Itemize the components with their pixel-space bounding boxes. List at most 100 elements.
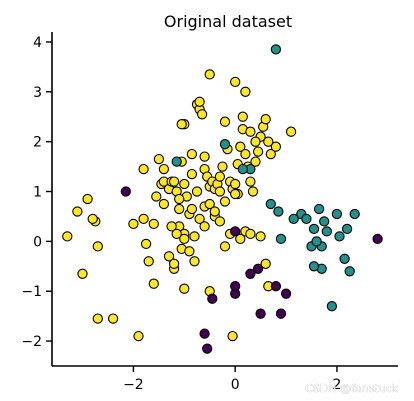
data-point [62,231,73,242]
data-point [179,233,190,245]
data-point [138,213,149,225]
data-point [176,119,187,130]
data-point [204,69,215,80]
data-point [321,226,332,237]
data-point [219,116,231,127]
data-point [179,178,190,190]
data-point [214,186,226,197]
x-tick-label: 0 [231,377,240,393]
data-point [72,206,83,217]
data-points [62,44,383,354]
data-point [186,168,198,180]
data-point [230,281,241,292]
data-point [199,151,210,162]
data-point [92,241,103,252]
data-point [158,198,170,210]
y-tick-label: 0 [33,234,42,250]
data-point [219,196,231,207]
data-point [174,193,185,205]
data-point [230,226,241,237]
data-point [252,263,264,274]
data-point [179,283,190,294]
data-point [260,258,271,269]
data-point [184,246,195,257]
data-point [186,203,198,215]
data-point [334,231,345,242]
data-point [191,186,203,197]
data-point [235,233,246,245]
data-point [349,208,360,220]
data-point [311,236,322,247]
data-point [245,228,256,240]
data-point [260,114,271,125]
data-point [250,156,261,167]
data-point [273,206,284,217]
data-point [270,281,282,292]
data-point [219,139,231,150]
axes [51,32,398,367]
data-point [245,268,256,279]
data-point [143,256,154,267]
data-point [270,44,282,55]
data-point [301,213,312,225]
data-point [166,221,177,232]
data-point [275,308,287,319]
data-point [171,156,182,167]
data-point [194,96,205,107]
data-point [189,256,200,267]
data-point [128,218,139,230]
data-point [308,261,320,272]
data-point [237,163,248,175]
data-point [219,241,231,252]
data-point [280,288,292,299]
data-point [163,251,175,262]
data-point [199,328,210,339]
data-point [194,213,205,225]
data-point [209,206,220,217]
data-point [240,86,251,97]
data-point [214,216,226,227]
data-point [138,163,149,175]
data-point [189,231,200,242]
y-tick-label: −2 [21,334,42,350]
data-point [120,186,131,197]
data-point [237,111,248,122]
data-point [87,213,98,225]
data-point [168,176,180,187]
data-point [250,136,261,147]
data-point [331,208,343,220]
data-point [245,126,256,137]
data-point [196,109,208,120]
data-point [171,228,182,240]
data-point [148,278,159,289]
data-point [82,193,93,205]
data-point [77,268,88,279]
data-point [204,198,215,210]
data-point [252,146,264,157]
data-point [319,216,330,227]
data-point [255,231,266,242]
data-point [230,76,241,88]
data-point [275,233,287,245]
y-tick-label: 1 [33,185,42,201]
data-point [288,213,299,225]
data-point [265,148,276,160]
y-tick-label: 2 [33,135,42,151]
data-point [263,136,274,147]
data-point [245,176,256,187]
data-point [285,126,297,137]
data-point [308,223,320,235]
data-point [199,221,210,232]
data-point [313,203,325,215]
data-point [174,203,185,215]
data-point [230,178,241,190]
y-tick-label: −1 [21,284,42,300]
data-point [247,186,259,197]
data-point [240,148,251,160]
watermark: CSDN @fanstuck [305,382,399,395]
data-point [140,238,152,250]
data-point [265,198,276,210]
data-point [326,301,338,312]
data-point [168,258,180,269]
